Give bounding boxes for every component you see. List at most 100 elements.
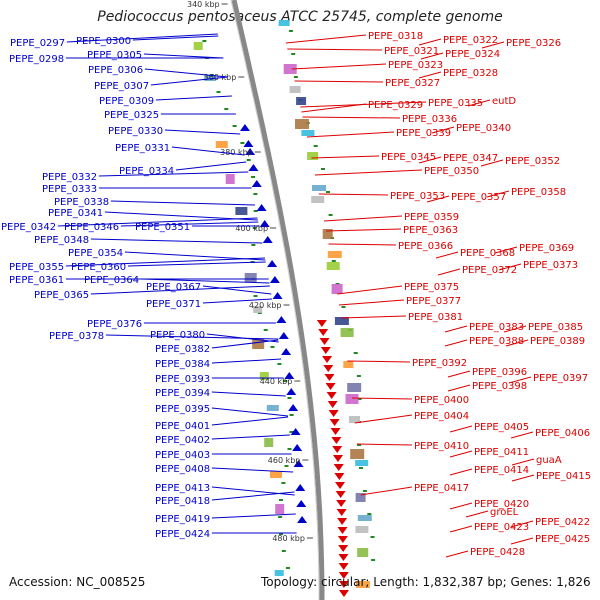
gene-label[interactable]: PEPE_0351 [135, 222, 190, 233]
gene-label[interactable]: PEPE_0383 [469, 322, 524, 333]
gene-label[interactable]: PEPE_0415 [536, 471, 591, 482]
gene-label[interactable]: PEPE_0332 [42, 172, 97, 183]
gene-label[interactable]: PEPE_0346 [64, 222, 119, 233]
gene-label[interactable]: PEPE_0354 [68, 248, 123, 259]
gene-label[interactable]: PEPE_0428 [470, 547, 525, 558]
gene-label[interactable]: PEPE_0411 [474, 447, 529, 458]
gene-label[interactable]: PEPE_0393 [155, 374, 210, 385]
gene-label[interactable]: PEPE_0322 [443, 35, 498, 46]
gene-label[interactable]: PEPE_0420 [474, 499, 529, 510]
gene-label[interactable]: PEPE_0307 [94, 81, 149, 92]
gene-label[interactable]: PEPE_0395 [155, 404, 210, 415]
gene-label[interactable]: PEPE_0335 [428, 98, 483, 109]
gene-label[interactable]: PEPE_0405 [474, 422, 529, 433]
gene-label[interactable]: PEPE_0369 [519, 243, 574, 254]
gene-label[interactable]: PEPE_0364 [84, 275, 139, 286]
callout-line [164, 129, 241, 135]
gene-label[interactable]: PEPE_0378 [49, 331, 104, 342]
gene-label[interactable]: PEPE_0373 [523, 260, 578, 271]
gene-label[interactable]: PEPE_0333 [42, 184, 97, 195]
gene-label[interactable]: PEPE_0324 [445, 49, 500, 60]
gene-label[interactable]: PEPE_0330 [108, 126, 163, 137]
gene-label[interactable]: PEPE_0382 [155, 344, 210, 355]
gene-label[interactable]: PEPE_0326 [506, 38, 561, 49]
gene-label[interactable]: PEPE_0359 [404, 212, 459, 223]
gene-label[interactable]: PEPE_0297 [10, 38, 65, 49]
gene-label[interactable]: PEPE_0385 [528, 322, 583, 333]
gene-label[interactable]: PEPE_0352 [505, 156, 560, 167]
gene-label[interactable]: PEPE_0419 [155, 514, 210, 525]
gene-label[interactable]: PEPE_0410 [414, 441, 469, 452]
gene-label[interactable]: PEPE_0342 [1, 222, 56, 233]
gene-label[interactable]: PEPE_0347 [443, 153, 498, 164]
gene-label[interactable]: PEPE_0353 [390, 191, 445, 202]
gene-label[interactable]: guaA [536, 455, 562, 466]
gene-label[interactable]: PEPE_0309 [99, 96, 154, 107]
gene-label[interactable]: PEPE_0424 [155, 529, 210, 540]
gene-label[interactable]: PEPE_0406 [535, 428, 590, 439]
gene-label[interactable]: PEPE_0306 [88, 65, 143, 76]
gene-label[interactable]: PEPE_0403 [155, 450, 210, 461]
gene-label[interactable]: PEPE_0401 [155, 421, 210, 432]
gene-label[interactable]: PEPE_0360 [71, 262, 126, 273]
gene-label[interactable]: PEPE_0305 [87, 50, 142, 61]
gene-label[interactable]: PEPE_0366 [398, 241, 453, 252]
gene-label[interactable]: PEPE_0325 [104, 110, 159, 121]
gene-label[interactable]: PEPE_0423 [474, 522, 529, 533]
gene-label[interactable]: PEPE_0334 [119, 166, 174, 177]
gene-label[interactable]: PEPE_0327 [385, 78, 440, 89]
gene-label[interactable]: PEPE_0368 [460, 248, 515, 259]
gene-label[interactable]: PEPE_0414 [474, 465, 529, 476]
gene-label[interactable]: PEPE_0422 [535, 517, 590, 528]
gene-label[interactable]: PEPE_0298 [9, 54, 64, 65]
gene-label[interactable]: PEPE_0345 [381, 152, 436, 163]
gene-label[interactable]: PEPE_0397 [533, 373, 588, 384]
gene-label[interactable]: PEPE_0331 [115, 143, 170, 154]
gene-label[interactable]: PEPE_0350 [424, 166, 479, 177]
gene-label[interactable]: PEPE_0381 [408, 312, 463, 323]
reverse-feature-glyph [316, 320, 327, 327]
gene-label[interactable]: PEPE_0425 [535, 534, 590, 545]
gene-label[interactable]: PEPE_0375 [404, 282, 459, 293]
gene-label[interactable]: PEPE_0365 [34, 290, 89, 301]
gene-label[interactable]: PEPE_0376 [87, 319, 142, 330]
gene-label[interactable]: PEPE_0339 [396, 128, 451, 139]
gene-label[interactable]: PEPE_0404 [414, 411, 469, 422]
gene-label[interactable]: PEPE_0389 [530, 336, 585, 347]
gene-label[interactable]: PEPE_0355 [9, 262, 64, 273]
gene-label[interactable]: PEPE_0348 [34, 235, 89, 246]
gene-label[interactable]: groEL [490, 507, 519, 518]
gene-label[interactable]: PEPE_0408 [155, 464, 210, 475]
gene-label[interactable]: PEPE_0357 [451, 192, 506, 203]
gene-label[interactable]: PEPE_0318 [368, 31, 423, 42]
gene-label[interactable]: PEPE_0384 [155, 359, 210, 370]
gene-label[interactable]: PEPE_0338 [54, 197, 109, 208]
gene-label[interactable]: PEPE_0396 [472, 367, 527, 378]
gene-label[interactable]: PEPE_0321 [384, 46, 439, 57]
gene-label[interactable]: PEPE_0402 [155, 435, 210, 446]
gene-label[interactable]: PEPE_0380 [150, 330, 205, 341]
gene-label[interactable]: PEPE_0400 [414, 395, 469, 406]
gene-label[interactable]: PEPE_0328 [443, 68, 498, 79]
gene-label[interactable]: PEPE_0372 [462, 265, 517, 276]
gene-label[interactable]: PEPE_0398 [472, 381, 527, 392]
gene-label[interactable]: PEPE_0300 [76, 36, 131, 47]
gene-label[interactable]: PEPE_0358 [511, 187, 566, 198]
gene-label[interactable]: PEPE_0417 [414, 483, 469, 494]
gene-label[interactable]: PEPE_0363 [403, 225, 458, 236]
gene-label[interactable]: PEPE_0323 [388, 60, 443, 71]
gene-label[interactable]: eutD [492, 96, 516, 107]
gene-label[interactable]: PEPE_0341 [48, 208, 103, 219]
gene-label[interactable]: PEPE_0361 [9, 275, 64, 286]
gene-label[interactable]: PEPE_0367 [146, 282, 201, 293]
gene-label[interactable]: PEPE_0340 [456, 123, 511, 134]
gene-label[interactable]: PEPE_0388 [469, 336, 524, 347]
gene-label[interactable]: PEPE_0329 [368, 100, 423, 111]
gene-label[interactable]: PEPE_0418 [155, 496, 210, 507]
gene-label[interactable]: PEPE_0392 [412, 358, 467, 369]
gene-label[interactable]: PEPE_0336 [402, 114, 457, 125]
gene-label[interactable]: PEPE_0413 [155, 483, 210, 494]
gene-label[interactable]: PEPE_0371 [146, 299, 201, 310]
gene-label[interactable]: PEPE_0394 [155, 388, 210, 399]
gene-label[interactable]: PEPE_0377 [406, 296, 461, 307]
